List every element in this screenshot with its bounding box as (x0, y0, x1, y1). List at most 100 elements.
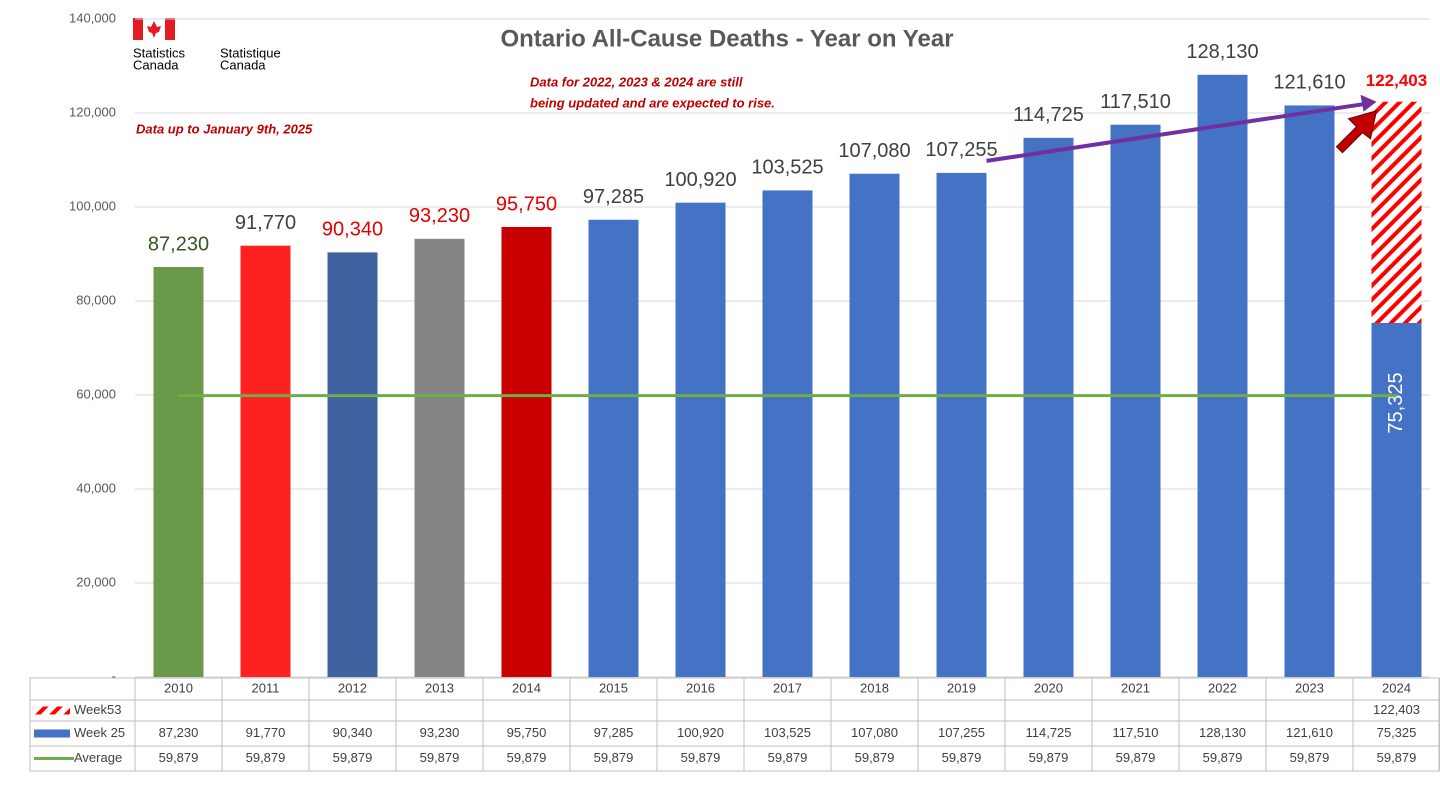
bar (1110, 124, 1161, 677)
value-label: 114,725 (1013, 104, 1084, 126)
x-tick-label: 2011 (252, 680, 280, 695)
annotation: Data for 2022, 2023 & 2024 are still (530, 74, 743, 89)
value-label: 117,510 (1100, 91, 1171, 113)
value-label: 103,525 (751, 157, 823, 179)
value-label: 95,750 (496, 193, 557, 215)
table-cell: 97,285 (594, 725, 634, 740)
table-cell: 90,340 (333, 725, 373, 740)
table-cell: 59,879 (1203, 750, 1243, 765)
x-tick-label: 2022 (1208, 680, 1237, 695)
logo-text: Canada (220, 57, 266, 72)
bar (588, 219, 639, 677)
x-tick-label: 2012 (338, 680, 367, 695)
bars (153, 74, 1422, 678)
x-tick-label: 2017 (773, 680, 802, 695)
value-label: 100,920 (664, 169, 736, 191)
table-cell: 75,325 (1377, 725, 1417, 740)
table-cell: 59,879 (159, 750, 199, 765)
bar (762, 190, 813, 677)
y-tick-label: - (112, 668, 116, 683)
legend-label: Average (74, 750, 122, 765)
bar (675, 202, 726, 677)
bar (240, 245, 291, 677)
table-cell: 59,879 (681, 750, 721, 765)
legend-label: Week53 (74, 702, 121, 717)
value-label: 75,325 (1385, 372, 1407, 433)
table-cell: 87,230 (159, 725, 199, 740)
y-tick-label: 140,000 (69, 10, 116, 25)
value-label: 107,080 (838, 140, 910, 162)
value-label: 93,230 (409, 205, 470, 227)
x-tick-label: 2013 (425, 680, 454, 695)
bar (501, 226, 552, 677)
table-cell: 121,610 (1286, 725, 1333, 740)
x-tick-label: 2024 (1382, 680, 1411, 695)
x-tick-label: 2016 (686, 680, 715, 695)
data-table: 2010 2011 2012 2013 2014 2015 2016 2017 2018 2019… (29, 677, 1440, 772)
value-label: 128,130 (1186, 41, 1258, 63)
table-cell: 59,879 (246, 750, 286, 765)
bar (936, 172, 987, 678)
bar (1023, 137, 1074, 678)
table-cell: 59,879 (1290, 750, 1330, 765)
y-tick-label: 120,000 (69, 104, 116, 119)
value-label: 91,770 (235, 212, 296, 234)
table-cell: 103,525 (764, 725, 811, 740)
y-tick-label: 80,000 (76, 292, 116, 307)
value-label: 121,610 (1273, 72, 1345, 94)
overlay: 122,403 87,230 91,770 90,340 93,230 95,750 97,… (148, 41, 1427, 433)
value-label: 107,255 (925, 139, 997, 161)
table-cell: 128,130 (1199, 725, 1246, 740)
bar (153, 267, 204, 677)
logo-text: Statistics (133, 45, 186, 60)
logo (133, 18, 175, 40)
x-tick-label: 2020 (1034, 680, 1063, 695)
y-tick-label: 20,000 (76, 574, 116, 589)
x-tick-label: 2014 (512, 680, 541, 695)
x-tick-label: 2023 (1295, 680, 1324, 695)
table-cell: 93,230 (420, 725, 460, 740)
bar (1284, 105, 1335, 678)
x-tick-label: 2021 (1121, 680, 1150, 695)
x-tick-label: 2019 (947, 680, 976, 695)
y-tick-label: 60,000 (76, 386, 116, 401)
table-cell: 59,879 (1377, 750, 1417, 765)
table-cell: 59,879 (594, 750, 634, 765)
legend-swatch (34, 729, 70, 738)
table-cell: 107,080 (851, 725, 898, 740)
table-cell: 100,920 (677, 725, 724, 740)
table-cell: 114,725 (1025, 725, 1071, 740)
chart-title: Ontario All-Cause Deaths - Year on Year (500, 25, 953, 52)
table-cell: 59,879 (1116, 750, 1156, 765)
table-frame (29, 677, 1440, 772)
bar (1371, 322, 1422, 677)
value-label: 90,340 (322, 219, 383, 241)
table-cell: 91,770 (246, 725, 286, 740)
table-cell: 59,879 (768, 750, 808, 765)
logo-text: Canada (133, 57, 179, 72)
table-cell: 107,255 (938, 725, 985, 740)
bar (327, 252, 378, 678)
bar (1197, 74, 1248, 677)
table-cell: 122,403 (1373, 702, 1420, 717)
table-cell: 117,510 (1112, 725, 1158, 740)
y-tick-label: 40,000 (76, 480, 116, 495)
bar (849, 173, 900, 677)
table-cell: 59,879 (942, 750, 982, 765)
x-tick-label: 2010 (164, 680, 193, 695)
value-label: 87,230 (148, 233, 209, 255)
table-cell: 59,879 (855, 750, 895, 765)
table-cell: 59,879 (507, 750, 547, 765)
trend-arrow (986, 101, 1367, 163)
annotation: Data up to January 9th, 2025 (136, 121, 313, 136)
value-label: 122,403 (1366, 71, 1427, 90)
logo-text: Statistique (220, 45, 281, 60)
pointer-arrow (1335, 109, 1378, 154)
trend-arrow-head (1360, 94, 1377, 112)
bar (414, 238, 465, 677)
table-cell: 59,879 (420, 750, 460, 765)
x-tick-label: 2015 (599, 680, 628, 695)
table-cell: 95,750 (507, 725, 547, 740)
legend-label: Week 25 (74, 725, 125, 740)
